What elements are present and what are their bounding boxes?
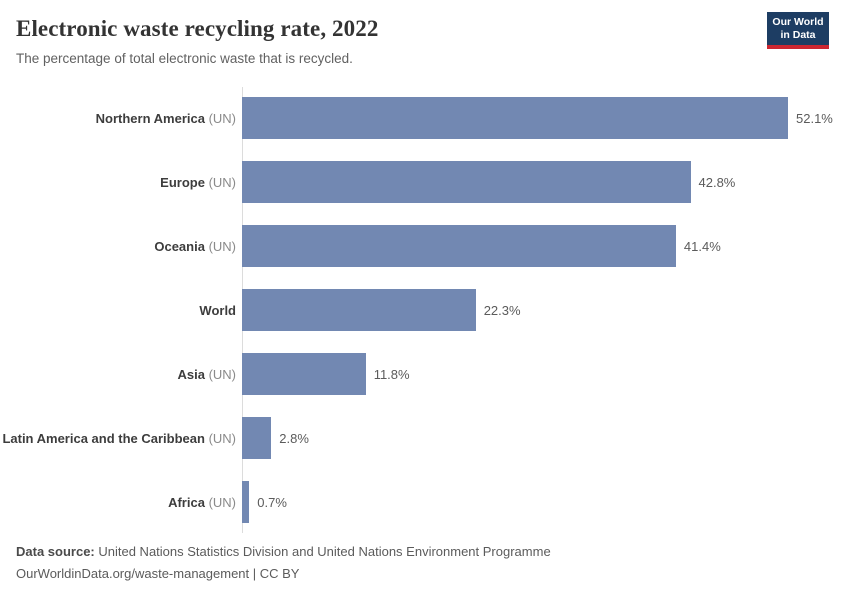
owid-logo[interactable]: Our World in Data xyxy=(767,12,829,49)
data-source-label: Data source: xyxy=(16,544,95,559)
value-label: 11.8% xyxy=(373,366,410,382)
chart-footer: Data source: United Nations Statistics D… xyxy=(16,541,551,584)
value-label: 52.1% xyxy=(796,110,833,126)
value-label: 0.7% xyxy=(257,494,287,510)
chart-row: Northern America (UN) 52.1% xyxy=(0,86,850,150)
bar-chart: Northern America (UN) 52.1% Europe (UN) 42.… xyxy=(0,86,850,534)
value-label: 41.4% xyxy=(683,238,721,254)
entity-source-suffix: (UN) xyxy=(204,366,236,382)
chart-row: World 22.3% xyxy=(0,278,850,342)
entity-source-suffix: (UN) xyxy=(204,430,236,446)
bar[interactable] xyxy=(242,289,476,331)
page-title: Electronic waste recycling rate, 2022 xyxy=(16,16,379,41)
bar[interactable] xyxy=(242,97,788,139)
entity-name: Africa xyxy=(168,494,205,510)
category-label: Africa (UN) xyxy=(0,495,242,510)
value-label: 42.8% xyxy=(698,174,736,190)
chart-row: Africa (UN) 0.7% xyxy=(0,470,850,534)
value-label: 2.8% xyxy=(279,430,309,446)
chart-row: Asia (UN) 11.8% xyxy=(0,342,850,406)
entity-name: World xyxy=(199,302,236,318)
entity-name: Latin America and the Caribbean xyxy=(2,430,205,446)
value-label: 22.3% xyxy=(483,302,521,318)
category-label: Northern America (UN) xyxy=(0,111,242,126)
chart-row: Latin America and the Caribbean (UN) 2.8% xyxy=(0,406,850,470)
category-label: Oceania (UN) xyxy=(0,239,242,254)
entity-source-suffix: (UN) xyxy=(204,494,236,510)
bar[interactable] xyxy=(242,481,250,523)
chart-row: Oceania (UN) 41.4% xyxy=(0,214,850,278)
entity-source-suffix: (UN) xyxy=(204,238,236,254)
bar[interactable] xyxy=(242,417,272,459)
bar[interactable] xyxy=(242,225,676,267)
citation-line[interactable]: OurWorldinData.org/waste-management | CC… xyxy=(16,565,300,581)
category-label: Latin America and the Caribbean (UN) xyxy=(0,431,242,446)
entity-source-suffix: (UN) xyxy=(204,110,236,126)
entity-name: Asia xyxy=(177,366,205,382)
owid-logo-text-line2: in Data xyxy=(780,29,816,41)
chart-rows: Northern America (UN) 52.1% Europe (UN) 42.… xyxy=(0,86,850,534)
bar[interactable] xyxy=(242,161,691,203)
entity-name: Europe xyxy=(160,174,205,190)
chart-subtitle: The percentage of total electronic waste… xyxy=(16,51,353,66)
entity-name: Northern America xyxy=(95,110,205,126)
data-source-text: United Nations Statistics Division and U… xyxy=(94,544,551,559)
category-label: Asia (UN) xyxy=(0,367,242,382)
entity-name: Oceania xyxy=(154,238,205,254)
bar[interactable] xyxy=(242,353,366,395)
entity-source-suffix: (UN) xyxy=(204,174,236,190)
owid-logo-text-line1: Our World xyxy=(772,16,824,28)
data-source-line: Data source: United Nations Statistics D… xyxy=(16,541,551,563)
category-label: World xyxy=(0,303,242,318)
chart-row: Europe (UN) 42.8% xyxy=(0,150,850,214)
category-label: Europe (UN) xyxy=(0,175,242,190)
chart-header: Electronic waste recycling rate, 2022 Th… xyxy=(16,15,378,67)
